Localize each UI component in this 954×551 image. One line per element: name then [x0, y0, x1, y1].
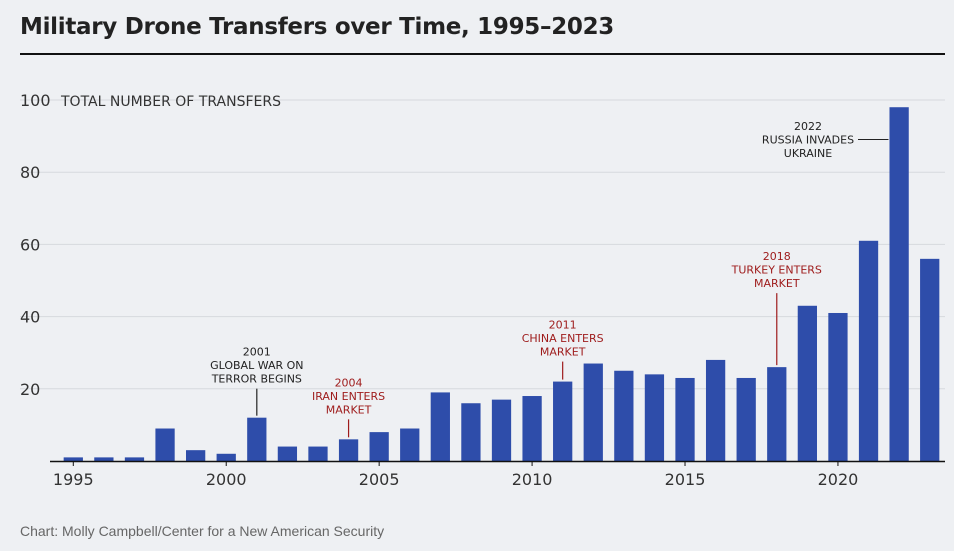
- annotation-line: 2018: [763, 250, 791, 263]
- grid-lines: [20, 99, 945, 390]
- bar-2007: [430, 392, 450, 461]
- x-tick-label-2020: 2020: [818, 470, 859, 489]
- annotation-text-2011: 2011 CHINA ENTERS MARKET: [522, 319, 604, 359]
- bar-2017: [736, 377, 756, 461]
- bar-2002: [277, 446, 298, 461]
- annotation-line: GLOBAL WAR ON: [210, 359, 303, 372]
- bar-2019: [797, 305, 817, 461]
- bar-2011: [553, 381, 573, 461]
- annotation-2011: 2011 CHINA ENTERS MARKET: [522, 319, 604, 380]
- annotation-line: TURKEY ENTERS: [731, 264, 822, 277]
- axes: 20 40 60 80 100 TOTAL NUMBER OF TRANSFERS 1995…: [20, 91, 945, 489]
- bar-1999: [186, 450, 206, 461]
- chart-title: Military Drone Transfers over Time, 1995…: [20, 14, 615, 40]
- bar-1995: [63, 457, 83, 461]
- bar-2015: [675, 377, 695, 461]
- y-tick-label-40: 40: [20, 308, 40, 327]
- annotation-line: 2022: [794, 120, 822, 133]
- bar-2008: [461, 403, 481, 461]
- bar-2014: [644, 374, 665, 461]
- bar-2020: [828, 312, 848, 461]
- bar-1996: [94, 457, 114, 461]
- x-tick-label-2010: 2010: [512, 470, 553, 489]
- bar-2023: [920, 258, 940, 461]
- bar-2001: [247, 417, 267, 461]
- annotation-line: 2004: [335, 376, 363, 389]
- annotation-text-2022: 2022 RUSSIA INVADES UKRAINE: [762, 120, 854, 160]
- annotation-line: 2001: [243, 346, 271, 359]
- x-tick-label-1995: 1995: [53, 470, 94, 489]
- y-tick-label-80: 80: [20, 163, 40, 182]
- annotation-text-2004: 2004 IRAN ENTERS MARKET: [312, 376, 385, 416]
- annotations: 2001 GLOBAL WAR ON TERROR BEGINS 2004 IRAN E…: [210, 120, 889, 438]
- y-axis-label: TOTAL NUMBER OF TRANSFERS: [60, 94, 281, 110]
- y-tick-label-60: 60: [20, 235, 40, 254]
- bar-2021: [858, 240, 879, 461]
- bar-2000: [216, 453, 236, 461]
- chart-source: Chart: Molly Campbell/Center for a New A…: [20, 523, 385, 539]
- annotation-2001: 2001 GLOBAL WAR ON TERROR BEGINS: [210, 346, 304, 416]
- bar-2016: [705, 359, 726, 461]
- bar-2018: [767, 367, 787, 461]
- title-divider: [20, 53, 945, 55]
- bar-2004: [338, 439, 359, 461]
- annotation-line: RUSSIA INVADES: [762, 134, 854, 147]
- annotation-text-2001: 2001 GLOBAL WAR ON TERROR BEGINS: [210, 346, 303, 386]
- annotation-line: 2011: [549, 319, 577, 332]
- bar-2006: [400, 428, 420, 461]
- bar-2003: [308, 446, 328, 461]
- bar-2005: [369, 432, 389, 461]
- x-tick-label-2005: 2005: [359, 470, 400, 489]
- annotation-text-2018: 2018 TURKEY ENTERS MARKET: [731, 250, 822, 290]
- annotation-line: MARKET: [540, 346, 586, 359]
- y-tick-label-100: 100: [20, 91, 51, 110]
- y-tick-label-20: 20: [20, 380, 40, 399]
- annotation-2018: 2018 TURKEY ENTERS MARKET: [731, 250, 822, 366]
- bar-1998: [155, 428, 175, 461]
- annotation-2022: 2022 RUSSIA INVADES UKRAINE: [762, 120, 889, 160]
- bar-2010: [522, 396, 542, 461]
- annotation-2004: 2004 IRAN ENTERS MARKET: [312, 376, 385, 438]
- bar-2012: [583, 363, 603, 461]
- x-tick-label-2000: 2000: [206, 470, 247, 489]
- annotation-line: UKRAINE: [784, 147, 832, 160]
- annotation-line: CHINA ENTERS: [522, 332, 604, 345]
- annotation-line: IRAN ENTERS: [312, 390, 385, 403]
- bar-2022: [889, 107, 909, 461]
- annotation-line: TERROR BEGINS: [211, 373, 302, 386]
- annotation-line: MARKET: [326, 403, 372, 416]
- x-tick-label-2015: 2015: [665, 470, 706, 489]
- bar-1997: [124, 457, 145, 461]
- bar-2013: [614, 370, 634, 461]
- bars: [63, 107, 940, 461]
- bar-2009: [491, 399, 512, 461]
- annotation-line: MARKET: [754, 277, 800, 290]
